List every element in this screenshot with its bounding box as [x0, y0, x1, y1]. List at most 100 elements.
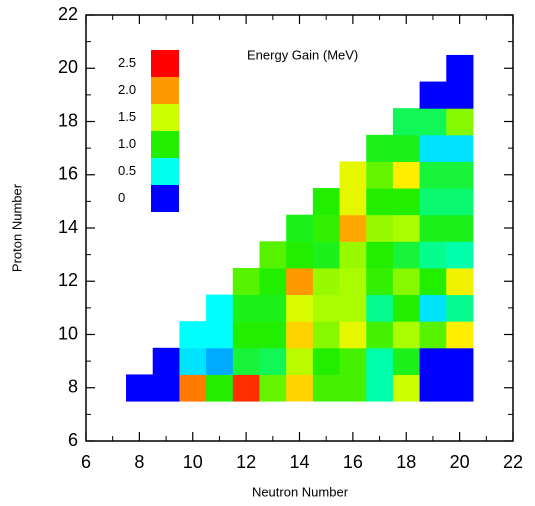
heatmap-cell [446, 188, 474, 216]
heatmap-cell [339, 321, 367, 349]
heatmap-cell [312, 294, 341, 322]
heatmap-cell [446, 214, 474, 242]
heatmap-cell [339, 188, 367, 216]
heatmap-cell [392, 294, 421, 322]
heatmap-cell [179, 374, 207, 402]
heatmap-cell [419, 134, 447, 162]
heatmap-cell [392, 241, 421, 269]
heatmap-cell [152, 347, 180, 375]
heatmap-cell [419, 81, 447, 109]
heatmap-cell [286, 321, 314, 349]
heatmap-cell [366, 321, 394, 349]
colorbar-block [151, 158, 179, 185]
heatmap-cell [392, 267, 421, 296]
x-tick-label: 6 [81, 452, 91, 472]
heatmap-cell [419, 294, 447, 322]
x-tick-label: 16 [343, 452, 363, 472]
y-tick-label: 12 [58, 270, 78, 290]
heatmap-cell [446, 267, 474, 296]
colorbar-tick-label: 1.0 [118, 136, 136, 151]
heatmap-cell [366, 161, 394, 189]
heatmap-cell [392, 134, 421, 162]
heatmap-cell [419, 347, 447, 375]
x-tick-label: 10 [183, 452, 203, 472]
heatmap-cell [232, 347, 260, 375]
heatmap-cell [446, 241, 474, 269]
heatmap-cell [339, 347, 367, 375]
x-tick-label: 8 [134, 452, 144, 472]
colorbar-block [151, 104, 179, 131]
heatmap-cell [419, 188, 447, 216]
heatmap-cell [206, 374, 234, 402]
heatmap-cell [392, 188, 421, 216]
heatmap-cell [392, 374, 421, 402]
heatmap-cell [419, 374, 447, 402]
heatmap-cell [419, 267, 447, 296]
heatmap-cell [366, 134, 394, 162]
heatmap-cell [446, 81, 474, 109]
heatmap-cell [419, 108, 447, 136]
heatmap-cell [392, 347, 421, 375]
colorbar-block [151, 50, 179, 77]
heatmap-cell [339, 241, 367, 269]
heatmap-cell [366, 374, 394, 402]
colorbar-block [151, 185, 179, 212]
heatmap-cell [312, 374, 341, 402]
heatmap-cell [446, 108, 474, 136]
heatmap-cell [312, 267, 341, 296]
heatmap-cell [446, 347, 474, 375]
heatmap-cell [392, 321, 421, 349]
heatmap-cell [446, 161, 474, 189]
colorbar-label: Energy Gain (MeV) [247, 47, 358, 62]
heatmap-cell [152, 374, 180, 402]
x-tick-label: 12 [236, 452, 256, 472]
heatmap-cell [286, 347, 314, 375]
heatmap-cell [312, 188, 341, 216]
heatmap-cell [392, 161, 421, 189]
heatmap-cell [286, 267, 314, 296]
heatmap-cell [366, 267, 394, 296]
heatmap-cell [366, 214, 394, 242]
y-tick-label: 8 [68, 377, 78, 397]
heatmap-cell [312, 321, 341, 349]
colorbar-block [151, 77, 179, 104]
heatmap-cell [312, 214, 341, 242]
heatmap-cell [392, 108, 421, 136]
heatmap-cell [339, 374, 367, 402]
heatmap-cell [286, 294, 314, 322]
heatmap-cell [286, 214, 314, 242]
heatmap-cell [446, 374, 474, 402]
heatmap-cell [366, 188, 394, 216]
x-axis-label: Neutron Number [252, 484, 349, 499]
y-tick-label: 16 [58, 164, 78, 184]
heatmap-cell [339, 267, 367, 296]
heatmap-cell [339, 294, 367, 322]
heatmap-cell [259, 374, 287, 402]
y-tick-label: 6 [68, 430, 78, 450]
heatmap-cell [446, 294, 474, 322]
x-tick-label: 20 [450, 452, 470, 472]
x-tick-label: 18 [396, 452, 416, 472]
heatmap-cell [206, 347, 234, 375]
heatmap-cell [419, 321, 447, 349]
y-tick-label: 10 [58, 323, 78, 343]
heatmap-cell [259, 321, 287, 349]
heatmap-cell [259, 347, 287, 375]
y-tick-label: 14 [58, 217, 78, 237]
heatmap-cell [206, 321, 234, 349]
heatmap-cell [392, 214, 421, 242]
colorbar-tick-label: 0 [118, 190, 125, 205]
heatmap-cell [366, 294, 394, 322]
heatmap-cell [446, 54, 474, 83]
heatmap-cell [232, 374, 260, 402]
heatmap-cell [419, 214, 447, 242]
y-tick-label: 18 [58, 110, 78, 130]
heatmap-cell [312, 241, 341, 269]
heatmap-cell [366, 241, 394, 269]
heatmap-cell [259, 241, 287, 269]
x-tick-label: 14 [289, 452, 309, 472]
heatmap-cell [419, 161, 447, 189]
x-tick-label: 22 [503, 452, 523, 472]
colorbar-tick-label: 2.5 [118, 55, 136, 70]
